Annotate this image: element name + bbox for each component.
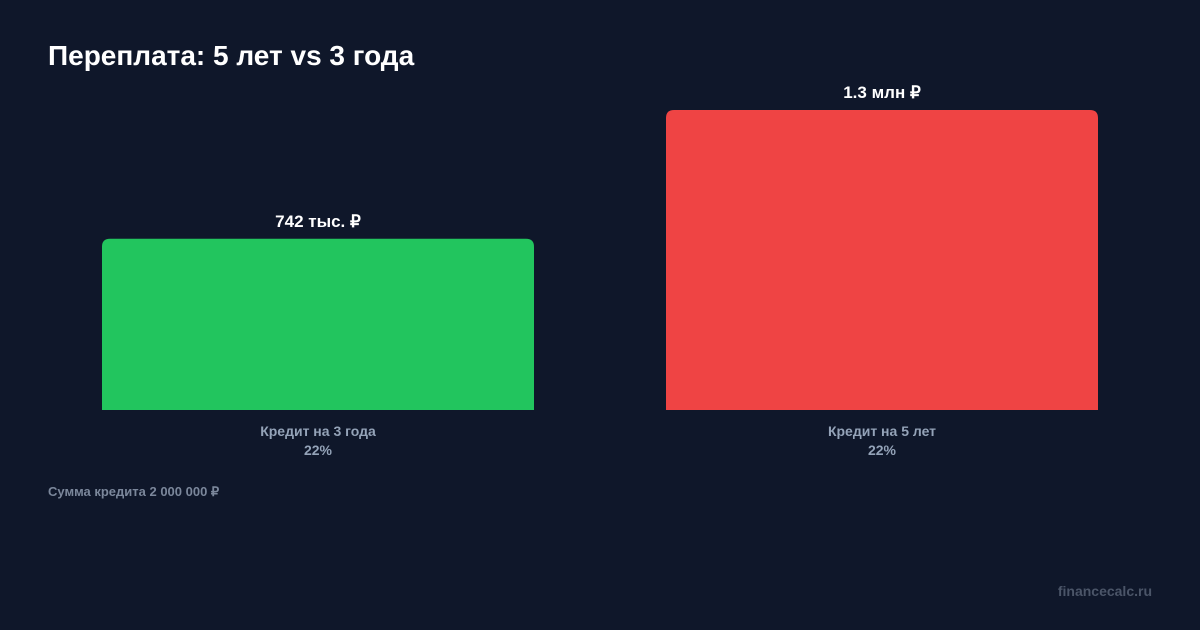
rate-label: 22% (868, 442, 897, 458)
rate-label: 22% (304, 442, 333, 458)
bar (102, 238, 534, 410)
category-label: Кредит на 5 лет (828, 423, 936, 439)
brand-watermark: financecalc.ru (1057, 583, 1152, 599)
data-label: 742 тыс. ₽ (275, 212, 361, 231)
data-label: 1.3 млн ₽ (843, 83, 921, 102)
loan-amount-note: Сумма кредита 2 000 000 ₽ (48, 484, 220, 499)
category-label: Кредит на 3 года (260, 423, 376, 439)
chart-title: Переплата: 5 лет vs 3 года (48, 40, 415, 71)
bar (666, 110, 1098, 410)
